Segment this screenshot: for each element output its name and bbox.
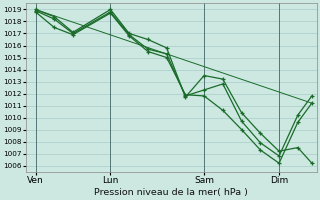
X-axis label: Pression niveau de la mer( hPa ): Pression niveau de la mer( hPa ) — [94, 188, 248, 197]
